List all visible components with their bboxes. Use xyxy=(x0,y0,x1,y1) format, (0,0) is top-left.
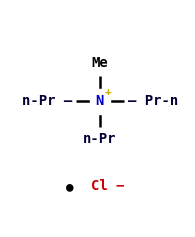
Text: n-Pr: n-Pr xyxy=(83,132,117,146)
Text: — Pr-n: — Pr-n xyxy=(128,94,178,109)
Text: +: + xyxy=(105,87,112,97)
Text: n-Pr —: n-Pr — xyxy=(22,94,72,109)
Text: Me: Me xyxy=(92,56,108,70)
Text: Cl −: Cl − xyxy=(91,179,124,193)
Text: ●: ● xyxy=(66,180,74,193)
Text: N: N xyxy=(96,94,104,109)
